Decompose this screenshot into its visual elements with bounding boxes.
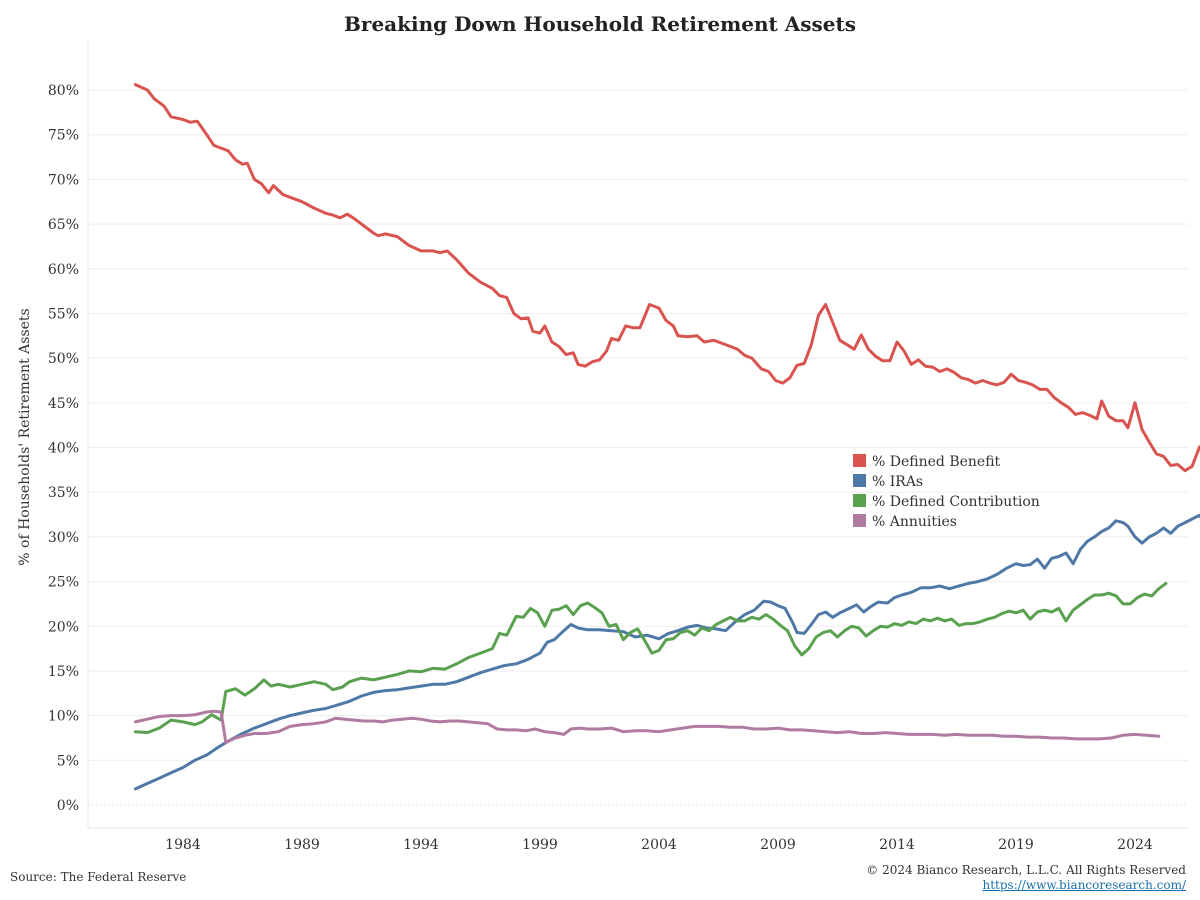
series-line-3 — [133, 709, 1161, 744]
x-tick-label: 2014 — [879, 837, 915, 853]
series-line-0 — [133, 83, 1200, 473]
x-tick-label: 1994 — [403, 837, 439, 853]
series-line-1 — [133, 513, 1200, 791]
chart-title: Breaking Down Household Retirement Asset… — [344, 12, 856, 36]
copyright-note: © 2024 Bianco Research, L.L.C. All Right… — [866, 863, 1186, 877]
y-tick-label: 50% — [48, 351, 79, 367]
y-tick-label: 0% — [57, 798, 79, 814]
x-tick-label: 2009 — [760, 837, 796, 853]
y-tick-label: 35% — [48, 485, 79, 501]
y-tick-label: 30% — [48, 530, 79, 546]
legend-swatch — [853, 494, 866, 507]
y-tick-label: 70% — [48, 172, 79, 188]
y-tick-label: 40% — [48, 441, 79, 457]
y-tick-label: 55% — [48, 306, 79, 322]
source-note: Source: The Federal Reserve — [10, 870, 187, 884]
x-tick-label: 1989 — [284, 837, 320, 853]
y-tick-label: 65% — [48, 217, 79, 233]
x-tick-label: 2024 — [1117, 837, 1153, 853]
axes: 0% 5% 10% 15% 20% 25% 30% 35% 40% 45% 50% 55% 60% 65%… — [48, 42, 1188, 853]
y-axis-title: % of Households' Retirement Assets — [17, 308, 33, 565]
gridlines — [88, 89, 1188, 806]
legend-label: % Defined Benefit — [872, 454, 1001, 470]
legend-swatch — [853, 514, 866, 527]
x-tick-label: 1999 — [522, 837, 558, 853]
y-tick-label: 80% — [48, 83, 79, 99]
legend-label: % IRAs — [872, 474, 923, 490]
y-tick-label: 60% — [48, 262, 79, 278]
legend[interactable]: % Defined Benefit % IRAs % Defined Contrib… — [853, 454, 1040, 530]
series-lines — [133, 83, 1200, 791]
legend-label: % Annuities — [872, 514, 957, 530]
y-tick-label: 25% — [48, 575, 79, 591]
y-tick-label: 45% — [48, 396, 79, 412]
y-tick-label: 10% — [48, 709, 79, 725]
legend-label: % Defined Contribution — [872, 494, 1040, 510]
legend-swatch — [853, 454, 866, 467]
x-tick-label: 1984 — [165, 837, 201, 853]
website-link[interactable]: https://www.biancoresearch.com/ — [982, 878, 1186, 892]
y-tick-label: 20% — [48, 619, 79, 635]
x-tick-label: 2019 — [998, 837, 1034, 853]
x-tick-label: 2004 — [641, 837, 677, 853]
y-tick-label: 5% — [57, 753, 79, 769]
series-line-2 — [133, 581, 1168, 735]
legend-swatch — [853, 474, 866, 487]
y-tick-label: 75% — [48, 128, 79, 144]
y-tick-label: 15% — [48, 664, 79, 680]
